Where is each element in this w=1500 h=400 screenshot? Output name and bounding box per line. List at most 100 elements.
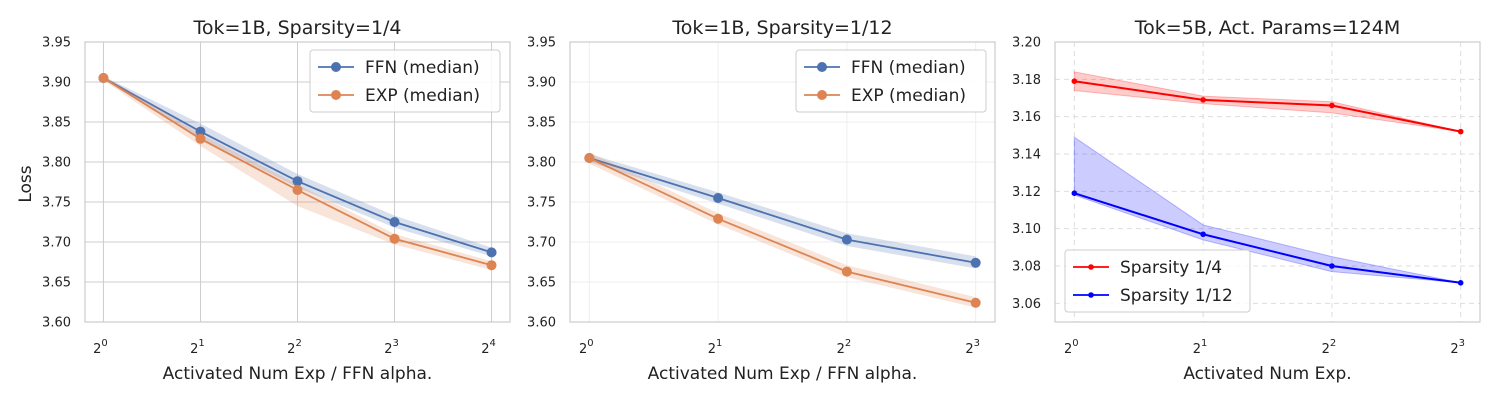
data-point: [1071, 78, 1078, 84]
x-tick-label: 24: [481, 338, 496, 357]
y-tick-label: 3.65: [42, 276, 71, 291]
legend-marker: [331, 90, 341, 100]
y-tick-label: 3.80: [42, 156, 71, 171]
y-tick-label: 3.80: [527, 156, 556, 171]
legend-box: [309, 49, 501, 113]
x-tick-label: 20: [93, 338, 108, 357]
x-tick-label: 23: [384, 338, 399, 357]
confidence-band: [103, 76, 492, 257]
y-tick-label: 3.20: [1012, 36, 1041, 51]
x-tick-label: 21: [708, 338, 723, 357]
panel-1-legend: FFN (median) EXP (median): [309, 49, 501, 113]
legend-marker: [1088, 264, 1094, 270]
y-tick-label: 3.06: [1012, 297, 1041, 312]
data-point: [98, 73, 109, 83]
confidence-band: [589, 152, 976, 308]
data-point: [195, 133, 206, 144]
legend-label: Sparsity 1/4: [1120, 258, 1222, 278]
y-tick-label: 3.10: [1012, 222, 1041, 237]
legend-item: Sparsity 1/12: [1073, 286, 1233, 306]
y-tick-label: 3.18: [1012, 73, 1041, 88]
data-point: [970, 257, 981, 268]
legend-label: Sparsity 1/12: [1120, 286, 1233, 306]
y-tick-label: 3.14: [1012, 148, 1041, 163]
panel-3-series-2: [1071, 136, 1464, 286]
legend-item: Sparsity 1/4: [1073, 258, 1222, 278]
legend-box: [1064, 249, 1251, 313]
panel-3-title: Tok=5B, Act. Params=124M: [1134, 17, 1400, 39]
x-tick-label: 22: [287, 338, 302, 357]
data-point: [486, 247, 497, 258]
legend-item: EXP (median): [804, 86, 966, 106]
y-tick-label: 3.85: [527, 116, 556, 131]
y-tick-label: 3.75: [527, 196, 556, 211]
legend-label: FFN (median): [365, 58, 480, 78]
panel-2-title: Tok=1B, Sparsity=1/12: [671, 17, 892, 39]
data-point: [713, 193, 724, 203]
data-point: [841, 234, 852, 245]
data-point: [195, 126, 206, 137]
x-tick-label: 21: [1193, 338, 1208, 357]
y-tick-label: 3.08: [1012, 260, 1041, 275]
series-line: [589, 157, 976, 264]
x-tick-label: 22: [837, 338, 852, 357]
panel-3: 3.06 3.08 3.10 3.12 3.14 3.16 3.18 3.20 20 21 22 23…: [1012, 17, 1481, 384]
data-point: [1329, 102, 1335, 109]
series-line: [1074, 80, 1461, 133]
x-tick-label: 23: [1450, 338, 1465, 357]
panel-1-series-2: [98, 73, 497, 271]
panel-2-legend: FFN (median) EXP (median): [795, 49, 987, 113]
panel-3-frame: [1054, 41, 1481, 323]
y-tick-label: 3.70: [527, 236, 556, 251]
panel-2-series-2: [584, 152, 981, 308]
series-line: [588, 157, 976, 304]
panel-3-legend: Sparsity 1/4 Sparsity 1/12: [1064, 249, 1251, 313]
x-tick-label: 22: [1322, 338, 1337, 357]
panel-1-x-axis-label: Activated Num Exp / FFN alpha.: [163, 364, 433, 384]
confidence-band: [103, 75, 492, 270]
y-tick-label: 3.95: [42, 36, 71, 51]
y-tick-label: 3.75: [42, 196, 71, 211]
panel-1-title: Tok=1B, Sparsity=1/4: [192, 17, 401, 39]
x-tick-label: 23: [965, 338, 980, 357]
confidence-band: [589, 154, 976, 269]
legend-label: EXP (median): [851, 86, 966, 106]
data-point: [841, 266, 852, 277]
data-point: [292, 185, 303, 195]
y-tick-label: 3.70: [42, 236, 71, 251]
legend-item: FFN (median): [804, 58, 966, 78]
legend-marker: [817, 62, 827, 72]
data-point: [292, 176, 303, 187]
panel-2-frame: [569, 41, 996, 323]
panel-1-frame: [84, 41, 511, 323]
data-point: [1457, 280, 1464, 286]
data-point: [486, 260, 497, 271]
legend-marker: [1088, 292, 1094, 298]
legend-marker: [817, 90, 827, 100]
confidence-band: [1073, 136, 1461, 284]
shared-y-axis-label: Loss: [16, 165, 36, 202]
panel-1: 3.60 3.65 3.70 3.75 3.80 3.85 3.90 3.95 20 21 22 23…: [42, 17, 511, 384]
y-tick-label: 3.16: [1012, 110, 1041, 125]
y-tick-label: 3.12: [1012, 185, 1041, 200]
y-tick-label: 3.90: [527, 76, 556, 91]
legend-label: EXP (median): [365, 86, 480, 106]
panel-3-series-1: [1071, 71, 1464, 135]
panel-2: 3.60 3.65 3.70 3.75 3.80 3.85 3.90 3.95 20 21 22 23…: [527, 17, 996, 384]
data-point: [1457, 128, 1464, 135]
data-point: [389, 217, 400, 227]
legend-label: FFN (median): [851, 58, 966, 78]
legend-item: EXP (median): [318, 86, 480, 106]
data-point: [713, 213, 724, 224]
legend-marker: [331, 62, 341, 72]
data-point: [389, 233, 400, 244]
y-tick-label: 3.60: [527, 316, 556, 331]
data-point: [970, 297, 981, 308]
data-point: [1200, 231, 1206, 238]
x-tick-label: 20: [1064, 338, 1079, 357]
data-point: [1071, 190, 1078, 196]
data-point: [1200, 97, 1206, 103]
data-point: [1329, 263, 1335, 269]
y-tick-label: 3.95: [527, 36, 556, 51]
